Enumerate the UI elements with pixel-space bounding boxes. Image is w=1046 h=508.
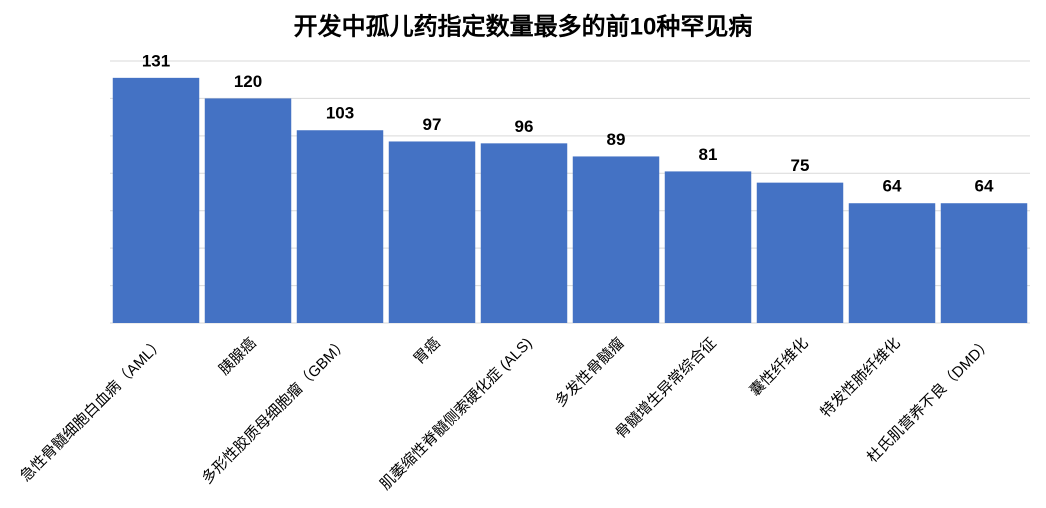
bar xyxy=(848,203,936,323)
x-tick-label: 多发性骨髓瘤 xyxy=(552,335,628,411)
bar xyxy=(388,141,476,323)
x-tick-label: 胰腺癌 xyxy=(216,335,260,379)
bar xyxy=(572,156,660,323)
bar xyxy=(296,130,384,323)
value-label: 97 xyxy=(423,115,442,134)
value-label: 120 xyxy=(234,72,262,91)
value-label: 96 xyxy=(515,117,534,136)
value-label: 64 xyxy=(975,177,994,196)
x-tick-label: 囊性纤维化 xyxy=(747,335,812,400)
x-tick-label: 多形性胶质母细胞瘤（GBM） xyxy=(199,335,352,488)
value-label: 64 xyxy=(883,177,902,196)
bar xyxy=(480,143,568,323)
x-tick-label: 肌萎缩性脊髓侧索硬化症 (ALS) xyxy=(377,335,536,494)
value-label: 81 xyxy=(699,145,718,164)
x-tick-label: 急性骨髓细胞白血病（AML） xyxy=(17,335,168,486)
bar xyxy=(112,77,200,323)
value-label: 103 xyxy=(326,104,354,123)
bar xyxy=(204,98,292,323)
value-label: 89 xyxy=(607,130,626,149)
x-tick-label: 骨髓增生异常综合征 xyxy=(612,335,719,442)
bar xyxy=(940,203,1028,323)
value-label: 75 xyxy=(791,156,810,175)
bar xyxy=(664,171,752,323)
chart-title: 开发中孤儿药指定数量最多的前10种罕见病 xyxy=(294,12,753,40)
bar xyxy=(756,182,844,323)
x-tick-label: 特发性肺纤维化 xyxy=(817,335,903,421)
x-tick-label: 胃癌 xyxy=(410,335,443,368)
value-label: 131 xyxy=(142,51,170,70)
